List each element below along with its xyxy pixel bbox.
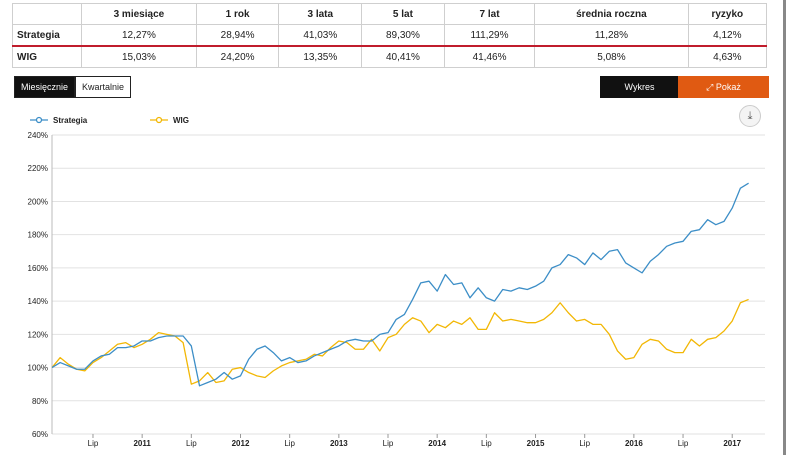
x-tick-label: 2012: [232, 439, 250, 448]
chart-series: [51, 182, 749, 387]
y-axis-ticks: 60% 80% 100% 120% 140% 160% 180% 200% 220% 240%: [28, 131, 48, 439]
legend-marker: [155, 116, 163, 124]
monthly-button[interactable]: Miesięcznie: [14, 76, 76, 98]
series-line-wig: [51, 298, 749, 385]
y-tick-label: 100%: [28, 364, 48, 373]
legend-label: Strategia: [53, 116, 88, 125]
x-tick-label: 2013: [330, 439, 348, 448]
table-cell: 28,94%: [195, 24, 280, 47]
table-cell: 4,12%: [687, 24, 768, 47]
table-cell: 41,03%: [278, 24, 363, 47]
performance-chart: 60% 80% 100% 120% 140% 160% 180% 200% 220% 240% L…: [28, 116, 765, 448]
quarterly-button[interactable]: Kwartalnie: [75, 76, 132, 98]
table-cell: 41,46%: [443, 45, 536, 68]
show-details-label: Pokaż szczegóły: [703, 82, 744, 112]
table-header-cell: 3 lata: [278, 3, 363, 25]
table-header-cell: 5 lat: [361, 3, 445, 25]
table-cell: 5,08%: [534, 45, 689, 68]
download-icon: ⤓: [747, 110, 753, 122]
table-header-cell: [12, 3, 82, 25]
x-tick-label: Lip: [383, 439, 394, 448]
table-cell: 40,41%: [361, 45, 445, 68]
y-tick-label: 120%: [28, 330, 48, 339]
x-tick-label: Lip: [284, 439, 295, 448]
y-tick-label: 180%: [28, 231, 48, 240]
y-tick-label: 160%: [28, 264, 48, 273]
table-cell: 24,20%: [195, 45, 280, 68]
legend-label: WIG: [173, 116, 189, 125]
period-toggle: Miesięcznie Kwartalnie: [14, 76, 132, 98]
x-tick-label: 2014: [428, 439, 446, 448]
table-header-cell: 7 lat: [443, 3, 536, 25]
x-tick-label: Lip: [88, 439, 99, 448]
series-line-strategia: [51, 182, 749, 387]
table-cell: 12,27%: [81, 24, 197, 47]
chart-grid: [51, 134, 765, 435]
table-cell: 4,63%: [687, 45, 768, 68]
table-header-row: 3 miesiące 1 rok 3 lata 5 lat 7 lat śred…: [12, 3, 768, 25]
x-axis-ticks: Lip 2011 Lip 2012 Lip 2013 Lip 2014 Lip 2015 Lip 20…: [88, 434, 742, 448]
table-row: WIG 15,03% 24,20% 13,35% 40,41% 41,46% 5…: [12, 45, 768, 68]
y-tick-label: 240%: [28, 131, 48, 140]
show-details-button[interactable]: ⤢ Pokaż szczegóły: [678, 76, 769, 112]
y-tick-label: 220%: [28, 164, 48, 173]
y-tick-label: 200%: [28, 197, 48, 206]
legend-marker: [35, 116, 43, 124]
x-tick-label: Lip: [579, 439, 590, 448]
table-cell: 13,35%: [278, 45, 363, 68]
table-cell: 15,03%: [81, 45, 197, 68]
row-label: Strategia: [12, 24, 82, 47]
table-header-cell: ryzyko: [687, 3, 768, 25]
download-button[interactable]: ⤓: [739, 105, 761, 127]
x-tick-label: 2017: [723, 439, 741, 448]
x-tick-label: Lip: [186, 439, 197, 448]
row-label: WIG: [12, 45, 82, 68]
x-tick-label: 2016: [625, 439, 643, 448]
table-row: Strategia 12,27% 28,94% 41,03% 89,30% 11…: [12, 24, 768, 47]
table-header-cell: średnia roczna: [534, 3, 689, 25]
table-cell: 89,30%: [361, 24, 445, 47]
x-tick-label: Lip: [678, 439, 689, 448]
chart-legend: Strategia WIG: [30, 116, 189, 125]
table-header-cell: 3 miesiące: [81, 3, 197, 25]
expand-icon: ⤢: [706, 82, 714, 92]
y-tick-label: 80%: [32, 397, 48, 406]
table-cell: 11,28%: [534, 24, 689, 47]
table-header-cell: 1 rok: [195, 3, 280, 25]
scrollbar-edge: [783, 0, 786, 455]
x-tick-label: Lip: [481, 439, 492, 448]
x-tick-label: 2015: [527, 439, 545, 448]
x-tick-label: 2011: [133, 439, 151, 448]
table-cell: 111,29%: [443, 24, 536, 47]
performance-table: 3 miesiące 1 rok 3 lata 5 lat 7 lat śred…: [12, 3, 768, 68]
y-tick-label: 140%: [28, 297, 48, 306]
active-chart-button[interactable]: Wykres aktywny: [600, 76, 679, 112]
y-tick-label: 60%: [32, 430, 48, 439]
